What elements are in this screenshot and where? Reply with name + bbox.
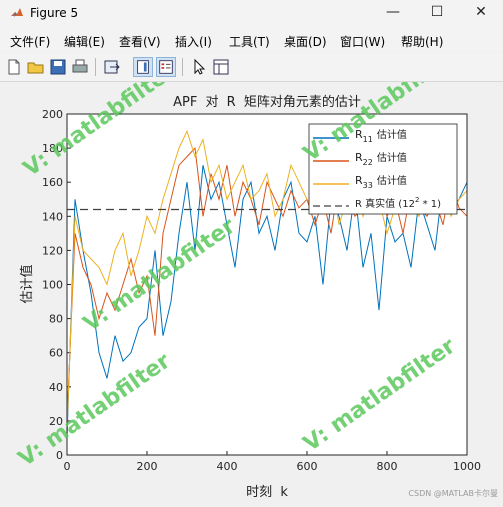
legend-label-r11: R11 估计值 (355, 128, 407, 144)
toolbar (0, 53, 503, 82)
series-line-r22 (66, 146, 468, 421)
menu-window[interactable]: 窗口(W) (340, 35, 386, 49)
y-tick-label: 140 (42, 210, 63, 223)
axes-box (66, 113, 468, 456)
colorbar-icon[interactable] (133, 57, 153, 77)
open-folder-icon[interactable] (26, 57, 46, 77)
x-tick-label: 600 (297, 460, 318, 473)
y-tick-label: 200 (42, 108, 63, 121)
figure-canvas: 0 200 400 600 800 1000 0 20 40 60 80 100 120 140 160 18… (0, 44, 503, 503)
x-label-part-1: 时刻 (246, 485, 272, 500)
legend-label-true: R 真实值 (122 * 1) (355, 196, 441, 210)
y-tick-label: 20 (49, 415, 63, 428)
title-bar: Figure 5 — ☐ ✕ (0, 0, 503, 28)
menu-bar: 文件(F) 编辑(E) 查看(V) 插入(I) 工具(T) 桌面(D) 窗口(W… (0, 28, 503, 52)
maximize-icon: ☐ (430, 4, 444, 20)
y-tick-label: 60 (49, 347, 63, 360)
x-tick-label: 1000 (453, 460, 481, 473)
x-axis-label: 时刻 k (246, 485, 288, 500)
save-icon[interactable] (48, 57, 68, 77)
x-label-part-2: k (280, 485, 288, 500)
x-tick-label: 400 (217, 460, 238, 473)
menu-help[interactable]: 帮助(H) (401, 35, 444, 49)
x-tick-label: 200 (137, 460, 158, 473)
minimize-button[interactable]: — (371, 0, 415, 24)
legend-label-r22: R22 估计值 (355, 151, 407, 167)
y-tick-label: 120 (42, 244, 63, 257)
y-tick-label: 160 (42, 176, 63, 189)
new-file-icon[interactable] (4, 57, 24, 77)
menu-view[interactable]: 查看(V) (119, 35, 161, 49)
title-part-apf: APF (173, 95, 197, 110)
maximize-button[interactable]: ☐ (415, 0, 459, 24)
title-part-r: R (227, 95, 236, 110)
legend: R11 估计值 R22 估计值 R33 估计值 R 真实值 (122 * 1) (308, 123, 458, 215)
title-part-dui: 对 (206, 95, 219, 110)
export-icon[interactable] (102, 57, 122, 77)
x-tick-label: 0 (64, 460, 71, 473)
y-tick-label: 180 (42, 142, 63, 155)
toolbar-separator (182, 58, 183, 76)
x-tick-label: 800 (377, 460, 398, 473)
toolbar-separator (95, 58, 96, 76)
window-title: Figure 5 (30, 6, 79, 20)
y-axis-label: 估计值 (19, 264, 35, 303)
close-button[interactable]: ✕ (459, 0, 503, 24)
close-icon: ✕ (475, 4, 487, 20)
menu-insert[interactable]: 插入(I) (175, 35, 212, 49)
legend-box (308, 123, 458, 215)
menu-desktop[interactable]: 桌面(D) (284, 35, 327, 49)
chart-title: APF 对 R 矩阵对角元素的估计 (173, 94, 361, 110)
y-tick-label: 0 (56, 449, 63, 462)
y-tick-label: 80 (49, 313, 63, 326)
y-tick-label: 40 (49, 381, 63, 394)
menu-edit[interactable]: 编辑(E) (64, 35, 105, 49)
pointer-icon[interactable] (189, 57, 209, 77)
footer-credit: CSDN @MATLAB卡尔曼 (408, 488, 498, 498)
minimize-icon: — (386, 4, 400, 20)
legend-label-r33: R33 估计值 (355, 174, 407, 190)
legend-icon[interactable] (156, 57, 176, 77)
property-editor-icon[interactable] (211, 57, 231, 77)
series-line-r11 (66, 165, 468, 438)
matlab-logo-icon (11, 8, 23, 17)
apf-estimation-chart[interactable]: 0 200 400 600 800 1000 0 20 40 60 80 100 120 140 160 18… (0, 44, 503, 503)
menu-file[interactable]: 文件(F) (10, 35, 51, 49)
y-tick-label: 100 (42, 279, 63, 292)
menu-tools[interactable]: 工具(T) (229, 35, 270, 49)
print-icon[interactable] (70, 57, 90, 77)
title-part-rest: 矩阵对角元素的估计 (244, 94, 361, 110)
